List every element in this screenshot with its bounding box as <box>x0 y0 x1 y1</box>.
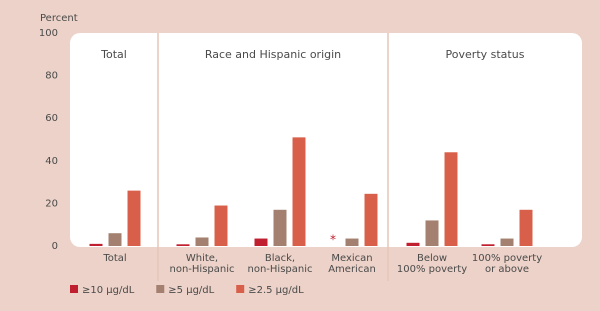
y-tick-label: 0 <box>52 241 58 252</box>
legend-swatch <box>70 285 78 293</box>
y-tick-label: 60 <box>45 113 58 124</box>
x-tick-label-line: or above <box>485 264 529 275</box>
bar <box>214 205 228 246</box>
group-header: Total <box>100 48 127 61</box>
group-header: Race and Hispanic origin <box>205 48 341 61</box>
plot-area <box>70 33 582 247</box>
bar <box>292 137 306 246</box>
legend-label: ≥2.5 μg/dL <box>248 285 304 296</box>
y-axis-label: Percent <box>40 13 78 24</box>
x-tick-label: Total <box>102 253 126 264</box>
bar <box>195 237 209 246</box>
x-tick-label-line: Below <box>417 253 447 264</box>
legend-label: ≥5 μg/dL <box>168 285 214 296</box>
bar <box>500 238 514 246</box>
x-tick-label: Below 100% poverty <box>397 253 467 275</box>
bar <box>364 193 378 246</box>
x-tick-label: Mexican American <box>328 253 376 275</box>
bar <box>425 220 439 246</box>
x-tick-label-line: non-Hispanic <box>248 264 313 275</box>
y-tick-label: 80 <box>45 71 58 82</box>
bar <box>89 243 103 246</box>
bar <box>406 242 420 246</box>
bar <box>481 244 495 246</box>
x-tick-label-line: 100% poverty <box>472 253 542 264</box>
bar <box>127 190 141 246</box>
bar <box>108 233 122 246</box>
legend-swatch <box>236 285 245 293</box>
bar <box>444 152 458 246</box>
bar <box>519 209 533 246</box>
x-tick-label-line: Black, <box>265 253 295 264</box>
x-tick-label-line: White, <box>186 253 218 264</box>
x-tick-label-line: Total <box>102 253 126 264</box>
x-tick-label-line: American <box>328 264 376 275</box>
y-tick-label: 40 <box>45 156 58 167</box>
x-tick-label-line: non-Hispanic <box>170 264 235 275</box>
bar <box>345 238 359 246</box>
y-tick-label: 100 <box>39 28 58 39</box>
x-tick-label: White, non-Hispanic <box>170 253 235 275</box>
bar <box>176 244 190 246</box>
x-tick-label: 100% poverty or above <box>472 253 542 275</box>
bar <box>254 238 268 246</box>
legend-label: ≥10 μg/dL <box>82 285 135 296</box>
bar <box>273 209 287 246</box>
legend-swatch <box>156 285 165 293</box>
x-tick-label-line: Mexican <box>331 253 372 264</box>
value-label: * <box>330 233 336 247</box>
x-tick-label-line: 100% poverty <box>397 264 467 275</box>
y-tick-label: 20 <box>45 198 58 209</box>
group-header: Poverty status <box>446 48 525 61</box>
x-tick-label: Black, non-Hispanic <box>248 253 313 275</box>
